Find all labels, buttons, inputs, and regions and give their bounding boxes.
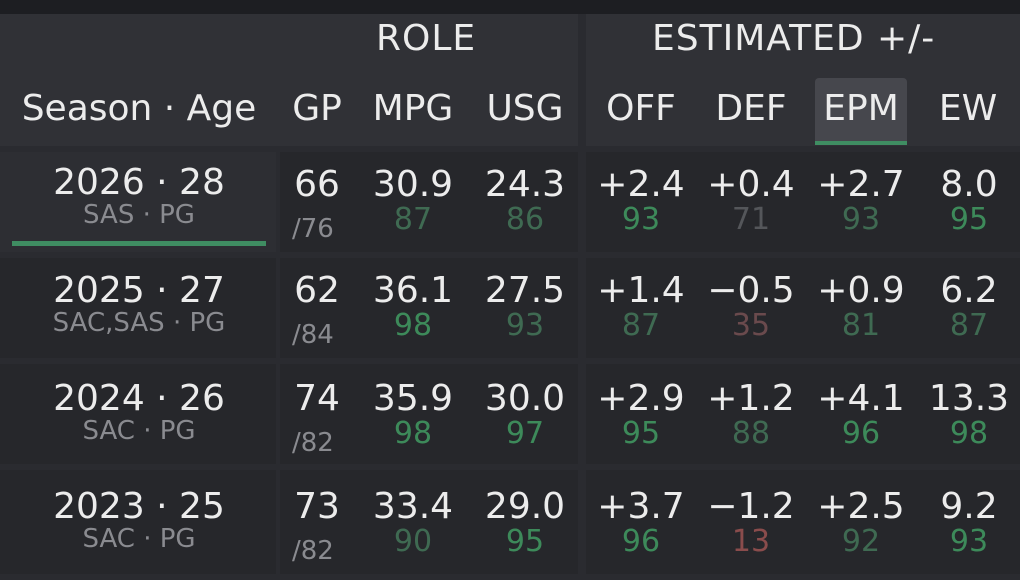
def-value: −0.5 xyxy=(707,270,795,311)
off-value: +2.9 xyxy=(597,378,685,419)
row-4-role-bg xyxy=(280,470,578,574)
off-percentile: 93 xyxy=(621,202,661,237)
games-played: 73 xyxy=(294,486,340,527)
games-played: 74 xyxy=(294,378,340,419)
mpg-value: 33.4 xyxy=(372,486,454,527)
row-4-season-bg xyxy=(0,470,276,574)
row-2-role-bg xyxy=(280,258,578,358)
row-1-role-bg xyxy=(280,152,578,252)
def-value: +1.2 xyxy=(707,378,795,419)
row-2-est-bg xyxy=(586,258,1020,358)
epm-sort-tab[interactable] xyxy=(815,78,907,142)
ew-value: 6.2 xyxy=(940,270,998,311)
role-header: ROLE xyxy=(376,18,477,59)
games-played: 66 xyxy=(294,164,340,205)
off-percentile: 87 xyxy=(621,308,661,343)
mpg-percentile: 87 xyxy=(393,202,433,237)
season-age: 2024 · 26 xyxy=(53,378,225,419)
ew-value: 9.2 xyxy=(940,486,998,527)
usg-value: 24.3 xyxy=(484,164,566,205)
mpg-value: 35.9 xyxy=(372,378,454,419)
column-usg[interactable]: USG xyxy=(486,88,564,129)
mpg-value: 30.9 xyxy=(372,164,454,205)
row-1-season-bg xyxy=(0,152,276,252)
column-season-age[interactable]: Season · Age xyxy=(21,88,257,129)
epm-value: +0.9 xyxy=(817,270,905,311)
def-value: +0.4 xyxy=(707,164,795,205)
row-3-role-bg xyxy=(280,364,578,464)
off-percentile: 96 xyxy=(621,524,661,559)
column-ew[interactable]: EW xyxy=(938,88,998,129)
mpg-percentile: 98 xyxy=(393,308,433,343)
selected-season-indicator xyxy=(12,241,266,246)
def-percentile: 71 xyxy=(731,202,771,237)
games-total: /76 xyxy=(292,214,334,244)
usg-percentile: 97 xyxy=(505,416,545,451)
season-age: 2026 · 28 xyxy=(53,162,225,203)
epm-percentile: 92 xyxy=(841,524,881,559)
usg-percentile: 95 xyxy=(505,524,545,559)
ew-value: 8.0 xyxy=(940,164,998,205)
season-age: 2023 · 25 xyxy=(53,486,225,527)
column-off[interactable]: OFF xyxy=(606,88,676,129)
row-1-est-bg xyxy=(586,152,1020,252)
def-percentile: 88 xyxy=(731,416,771,451)
epm-percentile: 81 xyxy=(841,308,881,343)
epm-sort-indicator xyxy=(815,141,907,145)
ew-percentile: 98 xyxy=(949,416,989,451)
mpg-percentile: 90 xyxy=(393,524,433,559)
usg-percentile: 86 xyxy=(505,202,545,237)
usg-value: 29.0 xyxy=(484,486,566,527)
column-mpg[interactable]: MPG xyxy=(372,88,454,129)
estimated-group-header xyxy=(586,14,1020,76)
def-percentile: 35 xyxy=(731,308,771,343)
epm-value: +2.5 xyxy=(817,486,905,527)
column-header-left xyxy=(0,76,578,146)
usg-percentile: 93 xyxy=(505,308,545,343)
column-epm[interactable]: EPM xyxy=(823,88,899,129)
row-3-est-bg xyxy=(586,364,1020,464)
team-position: SAC · PG xyxy=(82,416,196,446)
team-position: SAC,SAS · PG xyxy=(52,308,226,338)
ew-percentile: 87 xyxy=(949,308,989,343)
games-total: /84 xyxy=(292,320,334,350)
epm-percentile: 93 xyxy=(841,202,881,237)
off-value: +1.4 xyxy=(597,270,685,311)
off-value: +2.4 xyxy=(597,164,685,205)
off-value: +3.7 xyxy=(597,486,685,527)
epm-value: +2.7 xyxy=(817,164,905,205)
column-header-right xyxy=(586,76,1020,146)
off-percentile: 95 xyxy=(621,416,661,451)
ew-value: 13.3 xyxy=(928,378,1010,419)
row-3-season-bg xyxy=(0,364,276,464)
usg-value: 27.5 xyxy=(484,270,566,311)
top-bar xyxy=(0,0,1020,14)
games-played: 62 xyxy=(294,270,340,311)
role-group-header xyxy=(0,14,578,76)
estimated-header: ESTIMATED +/- xyxy=(652,18,936,59)
mpg-percentile: 98 xyxy=(393,416,433,451)
column-gp[interactable]: GP xyxy=(292,88,342,129)
mpg-value: 36.1 xyxy=(372,270,454,311)
epm-value: +4.1 xyxy=(817,378,905,419)
row-2-season-bg xyxy=(0,258,276,358)
season-age: 2025 · 27 xyxy=(53,270,225,311)
games-total: /82 xyxy=(292,536,334,566)
team-position: SAS · PG xyxy=(83,200,195,230)
def-value: −1.2 xyxy=(707,486,795,527)
column-def[interactable]: DEF xyxy=(715,88,787,129)
ew-percentile: 95 xyxy=(949,202,989,237)
ew-percentile: 93 xyxy=(949,524,989,559)
games-total: /82 xyxy=(292,428,334,458)
row-4-est-bg xyxy=(586,470,1020,574)
epm-percentile: 96 xyxy=(841,416,881,451)
usg-value: 30.0 xyxy=(484,378,566,419)
def-percentile: 13 xyxy=(731,524,771,559)
team-position: SAC · PG xyxy=(82,524,196,554)
